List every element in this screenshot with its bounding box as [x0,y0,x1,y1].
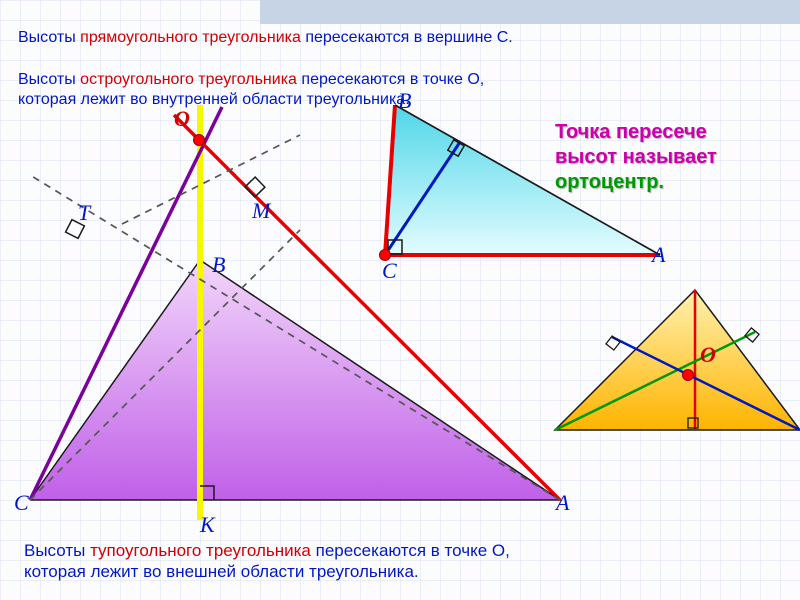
t2d: которая лежит во внутренней области треу… [18,91,410,108]
label-o: O [174,106,190,132]
label-c: C [14,490,29,516]
label-c2: C [382,258,397,284]
text-block-2: Высоты остроугольного треугольника перес… [18,70,484,110]
text-block-3: Точка пересече высот называет ортоцентр. [555,120,717,195]
t4a: Высоты [24,541,90,560]
label-t: T [78,200,90,226]
t4b: тупоугольного треугольника [90,541,311,560]
label-b2: B [398,88,411,114]
text-block-1: Высоты прямоугольного треугольника перес… [18,28,513,48]
t3c: ортоцентр. [555,171,664,193]
label-a2: A [652,242,665,268]
point-o-acute [682,369,694,381]
label-k: K [200,512,215,538]
t1c: пересекаются в вершине С. [301,29,513,46]
label-o3: O [700,342,716,368]
obtuse-triangle-fill [30,260,560,500]
t2c: пересекаются в точке О, [297,71,484,88]
t2b: остроугольного треугольника [80,71,297,88]
t3a: Точка пересече [555,121,707,143]
label-b: B [212,252,225,278]
t4d: которая лежит во внешней области треугол… [24,562,419,581]
acute-triangle-fill [555,290,800,430]
t2a: Высоты [18,71,80,88]
t1b: прямоугольного треугольника [80,29,301,46]
label-a: A [556,490,569,516]
obtuse-altitude-cm-ext [122,135,300,224]
t3b: высот называет [555,146,717,168]
label-m: M [252,198,270,224]
t4c: пересекаются в точке О, [311,541,510,560]
text-block-4: Высоты тупоугольного треугольника пересе… [24,540,510,583]
t1a: Высоты [18,29,80,46]
point-o-obtuse [193,134,205,146]
